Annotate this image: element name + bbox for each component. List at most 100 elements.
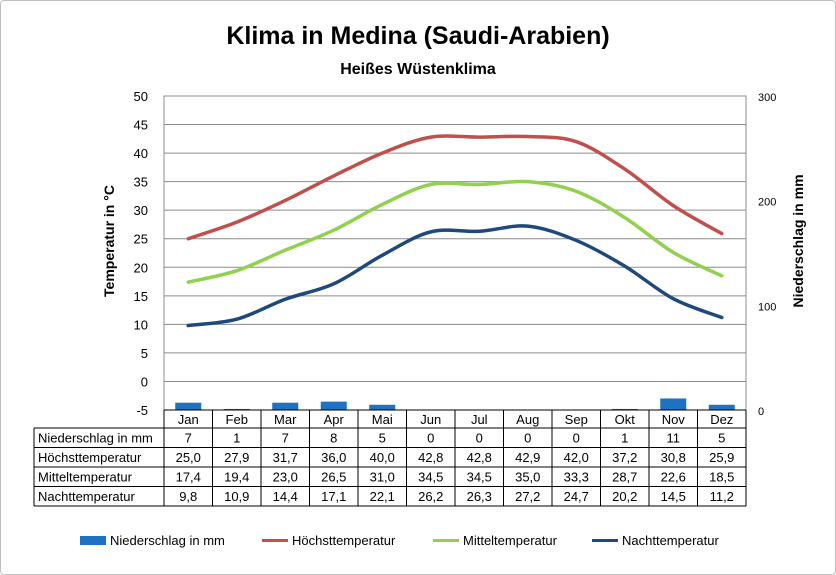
x-category-label: Mar [274, 412, 297, 427]
legend-precipitation-swatch [80, 535, 106, 545]
high-temperature-line [186, 134, 724, 241]
mean-temp-row-value: 28,7 [612, 470, 637, 485]
mean-temp-row-label: Mitteltemperatur [38, 470, 133, 485]
high-temp-row-value: 25,9 [709, 450, 734, 465]
low-temp-row-value: 14,5 [661, 489, 686, 504]
x-category-label: Dez [710, 412, 733, 427]
legend-precipitation-label: Niederschlag in mm [110, 532, 225, 548]
low-temp-row-value: 24,7 [564, 489, 589, 504]
low-temp-row-value: 20,2 [612, 489, 637, 504]
high-temp-row-value: 30,8 [661, 450, 686, 465]
legend-mean-swatch [433, 538, 459, 542]
legend-high: Höchsttemperatur [262, 530, 395, 550]
legend-high-label: Höchsttemperatur [292, 532, 396, 548]
low-temp-row-value: 9,8 [179, 489, 197, 504]
precipitation-row-value: 5 [718, 431, 725, 446]
legend-high-swatch [262, 538, 288, 542]
y-right-tick-label: 0 [758, 406, 764, 418]
precipitation-bar [660, 398, 687, 410]
mean-temp-row-value: 34,5 [467, 470, 492, 485]
precipitation-row-value: 0 [427, 431, 434, 446]
x-category-label: Jul [471, 412, 488, 427]
y-right-tick-label: 300 [758, 92, 776, 104]
y-tick-label: -5 [136, 403, 148, 418]
low-temp-row-value: 26,2 [418, 489, 443, 504]
precipitation-row-value: 7 [185, 431, 192, 446]
x-category-label: Jun [420, 412, 441, 427]
high-temp-row-value: 42,0 [564, 450, 589, 465]
precipitation-row-value: 1 [233, 431, 240, 446]
high-temp-row-value: 40,0 [370, 450, 395, 465]
precipitation-bar [223, 408, 250, 410]
precipitation-bar [369, 404, 396, 410]
y-tick-label: 45 [134, 118, 148, 133]
high-temp-row-value: 37,2 [612, 450, 637, 465]
mean-temperature-line [186, 179, 724, 284]
legend-low-label: Nachttemperatur [622, 532, 719, 548]
x-category-label: Nov [662, 412, 686, 427]
low-temp-row-label: Nachttemperatur [38, 489, 135, 504]
x-category-label: Sep [565, 412, 588, 427]
precipitation-bar [175, 402, 202, 410]
precipitation-row-value: 7 [282, 431, 289, 446]
precipitation-row-value: 11 [667, 431, 681, 446]
mean-temp-row-value: 23,0 [273, 470, 298, 485]
legend-mean-label: Mitteltemperatur [463, 532, 557, 548]
high-temp-row-label: Höchsttemperatur [38, 450, 142, 465]
precipitation-row-value: 5 [379, 431, 386, 446]
low-temp-row-value: 11,2 [710, 489, 734, 504]
precipitation-row-value: 0 [476, 431, 483, 446]
precipitation-row-value: 8 [330, 431, 337, 446]
y-tick-label: 30 [134, 203, 148, 218]
mean-temp-row-value: 34,5 [418, 470, 443, 485]
precipitation-row-value: 0 [573, 431, 580, 446]
mean-temp-row-value: 33,3 [564, 470, 589, 485]
precipitation-row-value: 1 [621, 431, 628, 446]
precipitation-bar [611, 408, 638, 410]
high-temp-row-value: 42,8 [467, 450, 492, 465]
high-temp-row-value: 36,0 [321, 450, 346, 465]
legend-low: Nachttemperatur [592, 530, 719, 550]
y-tick-label: 15 [134, 289, 148, 304]
y-tick-label: 0 [141, 374, 148, 389]
x-category-label: Feb [226, 412, 248, 427]
precipitation-bar [708, 404, 735, 410]
mean-temp-row-value: 35,0 [515, 470, 540, 485]
low-temp-row-value: 26,3 [467, 489, 492, 504]
mean-temp-row-value: 19,4 [224, 470, 249, 485]
precipitation-row-value: 0 [524, 431, 531, 446]
low-temp-row-value: 17,1 [321, 489, 346, 504]
high-temp-row-value: 25,0 [176, 450, 201, 465]
mean-temp-row-value: 22,6 [661, 470, 686, 485]
y-tick-label: 20 [134, 260, 148, 275]
y-right-tick-label: 200 [758, 197, 776, 209]
legend: Niederschlag in mm Höchsttemperatur Mittel… [0, 530, 836, 550]
y-tick-label: 50 [134, 89, 148, 104]
y-tick-label: 35 [134, 175, 148, 190]
y-tick-label: 40 [134, 146, 148, 161]
y-right-axis-title: Niederschlag in mm [790, 174, 806, 307]
low-temp-row-value: 14,4 [273, 489, 298, 504]
high-temp-row-value: 31,7 [273, 450, 298, 465]
low-temp-row-value: 27,2 [515, 489, 540, 504]
y-tick-label: 5 [141, 346, 148, 361]
low-temp-row-value: 10,9 [224, 489, 249, 504]
low-temperature-line [186, 224, 724, 328]
mean-temp-row-value: 17,4 [176, 470, 201, 485]
high-temp-row-value: 42,8 [418, 450, 443, 465]
chart-title: Klima in Medina (Saudi-Arabien) [226, 22, 610, 50]
high-temp-row-value: 42,9 [515, 450, 540, 465]
x-category-label: Okt [615, 412, 636, 427]
y-tick-label: 25 [134, 232, 148, 247]
plot-area-border [163, 95, 747, 411]
precipitation-bar [272, 402, 299, 410]
legend-low-swatch [592, 538, 618, 542]
x-category-label: Jan [178, 412, 199, 427]
legend-mean: Mitteltemperatur [433, 530, 557, 550]
mean-temp-row-value: 26,5 [321, 470, 346, 485]
high-temp-row-value: 27,9 [224, 450, 249, 465]
y-right-tick-label: 100 [758, 301, 776, 313]
legend-precipitation: Niederschlag in mm [80, 530, 225, 550]
x-category-label: Apr [324, 412, 345, 427]
